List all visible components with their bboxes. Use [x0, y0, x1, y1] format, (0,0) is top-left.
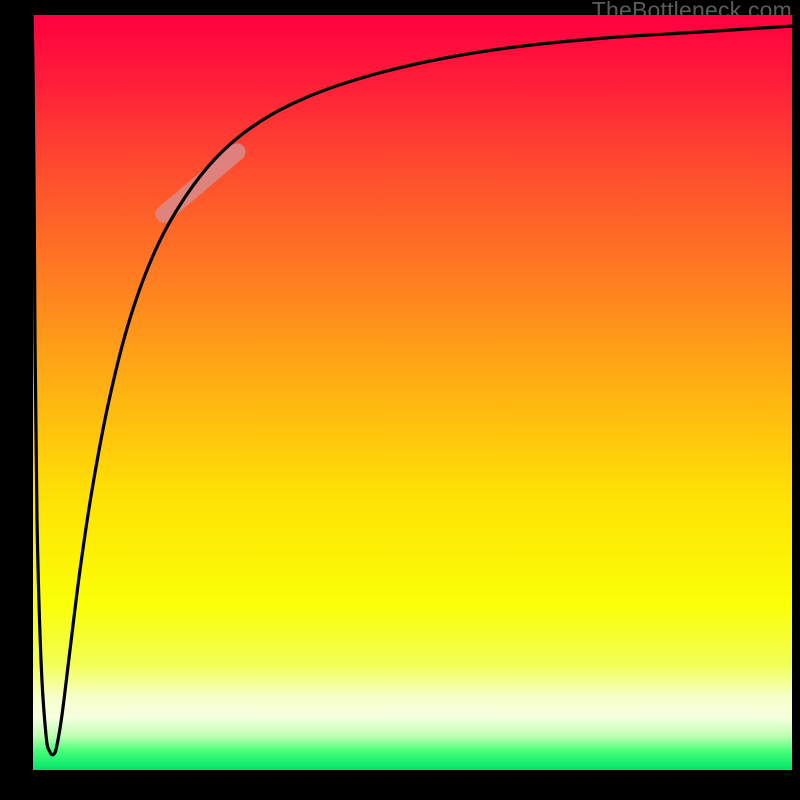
plot-svg: [0, 0, 800, 800]
chart-frame: TheBottleneck.com: [0, 0, 800, 800]
axis-left: [30, 12, 33, 772]
axis-bottom: [30, 770, 794, 773]
gradient-background: [32, 15, 792, 770]
